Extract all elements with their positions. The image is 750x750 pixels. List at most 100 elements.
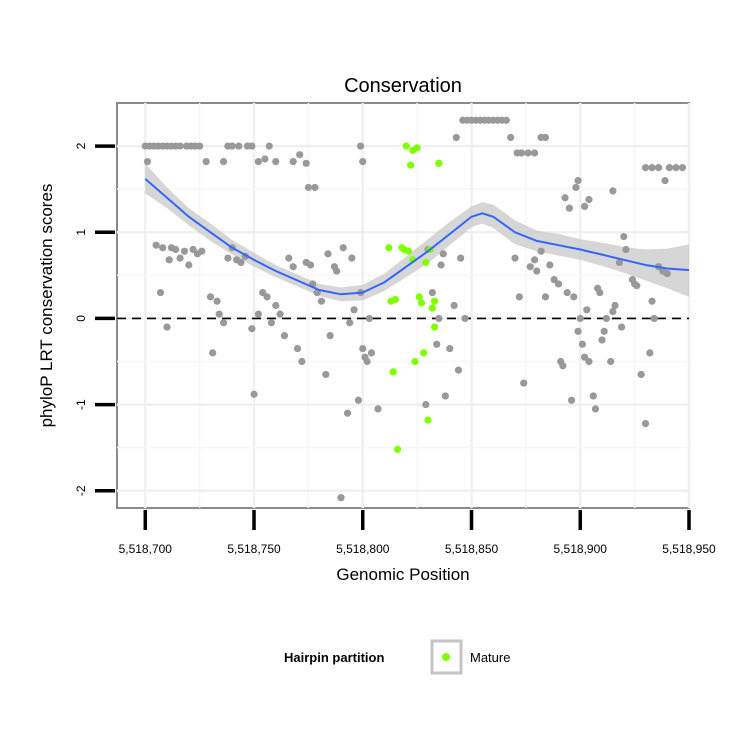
other-point xyxy=(559,362,567,370)
other-point xyxy=(248,142,256,150)
other-point xyxy=(441,392,450,400)
other-point xyxy=(617,323,626,331)
x-tick-label: 5,518,750 xyxy=(227,542,281,556)
other-point xyxy=(502,116,510,124)
other-point xyxy=(306,261,315,269)
other-point xyxy=(159,244,167,252)
other-point xyxy=(672,164,680,172)
other-point xyxy=(520,379,528,387)
other-point xyxy=(285,254,293,262)
other-point xyxy=(457,254,465,262)
other-point xyxy=(298,357,306,366)
other-point xyxy=(219,157,228,166)
other-point xyxy=(574,176,582,185)
other-point xyxy=(202,157,210,166)
other-point xyxy=(224,254,232,262)
other-point xyxy=(570,293,578,301)
other-point xyxy=(311,183,319,192)
other-point xyxy=(561,194,569,202)
mature-point xyxy=(411,357,419,366)
other-point xyxy=(356,142,365,150)
other-point xyxy=(611,301,619,310)
other-point xyxy=(250,390,258,398)
y-axis: -2 -1 0 1 2 xyxy=(74,142,115,496)
other-point xyxy=(267,319,276,327)
mature-point xyxy=(404,247,413,255)
other-point xyxy=(289,157,297,166)
mature-point xyxy=(385,244,393,252)
other-point xyxy=(324,250,332,258)
other-point xyxy=(654,164,663,172)
other-point xyxy=(165,256,173,264)
other-point xyxy=(541,293,550,301)
other-point xyxy=(585,357,593,366)
other-point xyxy=(198,247,206,255)
x-tick-label: 5,518,900 xyxy=(554,542,608,556)
x-tick-label: 5,518,950 xyxy=(662,542,716,556)
other-point xyxy=(143,157,152,166)
other-point xyxy=(633,282,641,290)
mature-point xyxy=(422,258,430,267)
mature-point xyxy=(415,293,423,301)
x-tick-label: 5,518,800 xyxy=(336,542,390,556)
other-point xyxy=(622,245,630,254)
other-point xyxy=(289,263,297,271)
other-point xyxy=(261,155,269,163)
mature-point xyxy=(402,142,410,150)
other-point xyxy=(359,344,367,353)
other-point xyxy=(637,370,645,379)
other-point xyxy=(156,288,165,297)
other-point xyxy=(526,263,534,271)
other-point xyxy=(583,306,591,314)
other-point xyxy=(450,301,458,310)
other-point xyxy=(304,183,312,192)
other-point xyxy=(348,254,356,262)
other-point xyxy=(235,142,243,150)
other-point xyxy=(533,267,541,275)
other-point xyxy=(517,149,526,157)
other-point xyxy=(572,183,580,192)
other-point xyxy=(609,187,617,195)
other-point xyxy=(219,319,228,327)
other-point xyxy=(578,340,587,348)
other-point xyxy=(661,176,669,185)
chart-title: Conservation xyxy=(344,75,462,97)
other-point xyxy=(648,297,656,305)
other-point xyxy=(515,293,523,301)
other-point xyxy=(537,247,545,255)
loess-smooth-line xyxy=(144,178,690,296)
other-point xyxy=(541,133,550,142)
other-point xyxy=(215,310,223,318)
mature-point xyxy=(420,349,428,357)
mature-point xyxy=(435,159,443,167)
mature-point xyxy=(430,297,439,305)
other-point xyxy=(176,142,184,150)
other-point xyxy=(507,133,515,142)
y-tick-label: -2 xyxy=(74,485,88,496)
other-point xyxy=(596,288,604,297)
other-point xyxy=(176,254,184,262)
data-points xyxy=(141,116,687,502)
mature-point xyxy=(430,323,439,331)
other-point xyxy=(228,142,236,150)
other-point xyxy=(602,314,610,323)
other-point xyxy=(302,159,310,167)
legend: Hairpin partition Mature xyxy=(284,639,510,675)
other-point xyxy=(574,327,582,335)
other-point xyxy=(185,261,193,269)
other-point xyxy=(615,258,624,267)
other-point xyxy=(363,357,371,366)
other-point xyxy=(433,340,441,348)
other-point xyxy=(461,314,469,323)
other-point xyxy=(359,157,367,166)
other-point xyxy=(524,149,532,157)
other-point xyxy=(254,310,262,318)
mature-point xyxy=(393,445,402,454)
other-point xyxy=(180,247,189,255)
x-axis-title: Genomic Position xyxy=(336,565,469,584)
other-point xyxy=(354,396,363,404)
other-point xyxy=(646,349,654,357)
other-point xyxy=(367,349,376,357)
other-point xyxy=(206,293,215,301)
